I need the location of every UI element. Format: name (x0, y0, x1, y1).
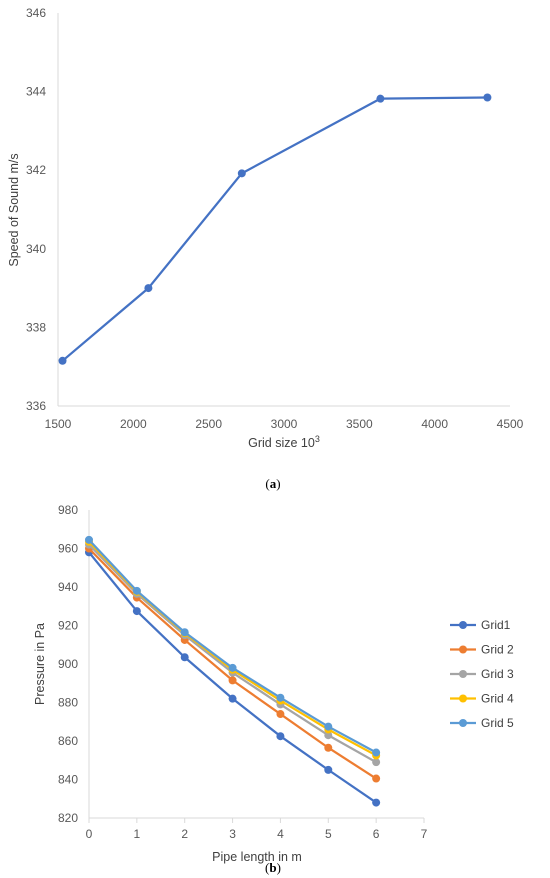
data-point (324, 765, 333, 774)
legend-swatch-marker (459, 621, 467, 629)
x-tick-label: 4 (277, 827, 284, 841)
data-point (324, 731, 333, 740)
caption-letter: b (269, 860, 276, 875)
y-tick-label: 338 (26, 320, 46, 334)
y-tick-label: 840 (58, 773, 78, 787)
x-tick-label: 2000 (120, 417, 147, 431)
y-axis-label: Pressure in Pa (33, 623, 47, 705)
y-tick-label: 344 (26, 85, 46, 99)
legend-label: Grid 5 (481, 716, 514, 730)
data-point (324, 722, 333, 731)
caption-letter: a (270, 476, 277, 491)
caption-open-paren: ( (265, 476, 269, 491)
data-point (276, 710, 285, 719)
caption-a: (a) (265, 476, 280, 491)
series-line (88, 540, 377, 757)
legend-swatch-marker (459, 670, 467, 678)
data-point (237, 169, 246, 178)
series-lines (85, 535, 381, 807)
y-tick-label: 340 (26, 242, 46, 256)
x-axis-label: Grid size 103 (248, 434, 320, 450)
x-tick-label: 3000 (271, 417, 298, 431)
x-tick-label: 3 (229, 827, 236, 841)
series-line (61, 96, 488, 362)
y-axis-label: Speed of Sound m/s (7, 153, 21, 266)
x-tick-label: 3500 (346, 417, 373, 431)
data-point (483, 93, 492, 102)
caption-close-paren: ) (277, 860, 281, 875)
x-tick-marks (88, 818, 425, 823)
legend-label: Grid1 (481, 618, 511, 632)
x-tick-label: 7 (421, 827, 428, 841)
x-tick-labels: 0 1 2 3 4 5 6 7 (86, 827, 428, 841)
legend-swatch-marker (459, 719, 467, 727)
x-axis-label-main: Grid size 10 (248, 436, 315, 450)
series-line (88, 539, 377, 754)
data-point (180, 653, 189, 662)
series-line (88, 547, 377, 780)
y-tick-label: 940 (58, 580, 78, 594)
series-lines (58, 93, 492, 365)
y-tick-label: 342 (26, 163, 46, 177)
y-tick-label: 336 (26, 399, 46, 413)
x-tick-label: 2500 (195, 417, 222, 431)
data-point (228, 694, 237, 703)
x-tick-labels: 1500 2000 2500 3000 3500 4000 4500 (45, 417, 524, 431)
data-point (324, 743, 333, 752)
data-point (276, 693, 285, 702)
y-tick-labels: 820 840 860 880 900 920 940 960 980 (58, 503, 78, 825)
data-point (376, 94, 385, 103)
x-tick-label: 1500 (45, 417, 72, 431)
x-tick-label: 1 (134, 827, 141, 841)
x-tick-label: 2 (181, 827, 188, 841)
chart-pressure: 820 840 860 880 900 920 940 960 980 0 1 2 3 4 5 6 7 Gri… (33, 503, 514, 875)
data-point (372, 798, 381, 807)
y-tick-label: 346 (26, 6, 46, 20)
data-point (144, 284, 153, 293)
chart-speed-of-sound: 336 338 340 342 344 346 1500 2000 2500 3000 3500 4… (7, 6, 524, 491)
data-point (58, 356, 67, 365)
caption-open-paren: ( (265, 860, 269, 875)
y-tick-label: 920 (58, 619, 78, 633)
legend-label: Grid 2 (481, 643, 514, 657)
x-tick-label: 4500 (497, 417, 524, 431)
data-point (85, 535, 93, 544)
caption-close-paren: ) (276, 476, 280, 491)
y-tick-label: 900 (58, 657, 78, 671)
data-point (276, 732, 285, 741)
x-tick-label: 6 (373, 827, 380, 841)
y-tick-label: 980 (58, 503, 78, 517)
x-axis-label: Pipe length in m (212, 850, 302, 864)
data-point (180, 628, 189, 637)
data-point (132, 586, 141, 595)
data-point (372, 758, 381, 767)
x-tick-label: 4000 (421, 417, 448, 431)
data-point (228, 663, 237, 672)
data-point (132, 607, 141, 616)
x-tick-label: 5 (325, 827, 332, 841)
x-tick-label: 0 (86, 827, 93, 841)
y-tick-label: 880 (58, 696, 78, 710)
y-tick-label: 860 (58, 734, 78, 748)
x-axis-label-superscript: 3 (315, 434, 320, 444)
caption-b: (b) (265, 860, 281, 875)
legend-label: Grid 4 (481, 692, 514, 706)
y-tick-label: 960 (58, 542, 78, 556)
y-tick-labels: 336 338 340 342 344 346 (26, 6, 46, 413)
data-point (228, 676, 237, 685)
legend-swatch-marker (459, 645, 467, 654)
legend-swatch-marker (459, 694, 467, 703)
legend: Grid1 Grid 2 Grid 3 Grid 4 Grid 5 (450, 618, 514, 730)
data-point (372, 748, 381, 757)
data-point (372, 774, 381, 783)
y-tick-label: 820 (58, 811, 78, 825)
legend-label: Grid 3 (481, 667, 514, 681)
